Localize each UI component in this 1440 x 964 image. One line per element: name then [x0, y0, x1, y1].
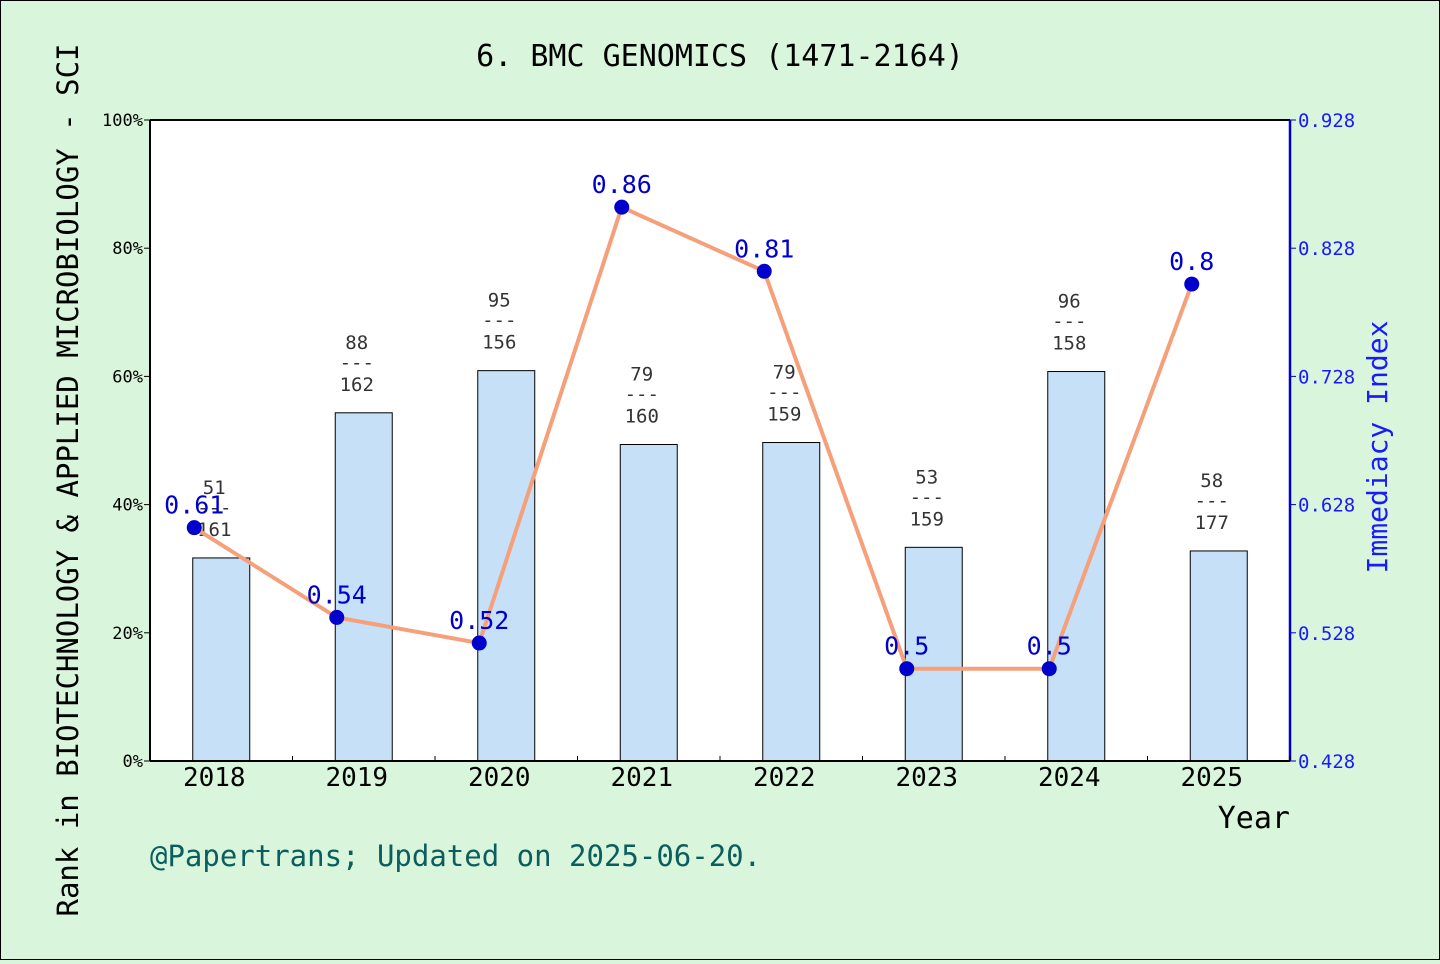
left-tick-label-80: 80% [112, 239, 143, 259]
line-layer: 0.61 0.54 0.52 0.86 0.81 0.5 0.5 0.8 [164, 170, 1214, 677]
right-tick-label-0.428: 0.428 [1298, 751, 1355, 773]
right-tick-label-0.528: 0.528 [1298, 623, 1355, 645]
x-axis-label: Year [1218, 801, 1290, 836]
bar-2023 [904, 546, 963, 762]
bar-separator-2025: --- [1195, 490, 1229, 512]
bar-total-label-2024: 158 [1052, 333, 1086, 355]
bar-rank-label-2022: 79 [773, 362, 796, 384]
bar-total-label-2020: 156 [482, 332, 516, 354]
bar-2024 [1047, 371, 1106, 762]
point-label-2019: 0.54 [307, 580, 367, 609]
right-tick-label-0.628: 0.628 [1298, 495, 1355, 517]
bar-separator-2018: --- [197, 497, 231, 519]
left-tick-label-40: 40% [112, 496, 143, 516]
bar-separator-2023: --- [910, 486, 944, 508]
bar-rank-label-2023: 53 [915, 466, 938, 488]
x-tick-label-2025: 2025 [1180, 763, 1243, 793]
x-tick-label-2021: 2021 [610, 763, 673, 793]
left-tick-label-20: 20% [112, 624, 143, 644]
bar-2025 [1189, 550, 1248, 762]
footer-note: @Papertrans; Updated on 2025-06-20. [150, 839, 761, 873]
left-tick-label-0: 0% [123, 752, 143, 772]
point-2020 [471, 635, 487, 651]
point-label-2021: 0.86 [592, 170, 652, 199]
point-2022 [756, 263, 772, 279]
left-tick-label-60: 60% [112, 367, 143, 387]
x-tick-label-2022: 2022 [753, 763, 816, 793]
immediacy-line [193, 205, 1194, 671]
bar-rank-label-2025: 58 [1200, 470, 1223, 492]
bar-2019 [334, 412, 393, 762]
point-2018 [186, 520, 202, 536]
bar-rank-label-2018: 51 [203, 477, 226, 499]
point-2021 [614, 199, 630, 215]
x-tick-label-2020: 2020 [468, 763, 531, 793]
bar-separator-2020: --- [482, 310, 516, 332]
plot-area [150, 120, 1290, 761]
x-tick-label-2019: 2019 [325, 763, 388, 793]
axes-layer: 0% 20% 40% 60% 80% 100% 0.428 0.528 0.628 0.728 0.… [102, 110, 1355, 793]
bar-total-label-2019: 162 [340, 374, 374, 396]
point-2019 [329, 609, 345, 625]
bar-2021 [619, 444, 678, 762]
bar-2022 [762, 442, 821, 762]
point-label-2023: 0.5 [884, 632, 929, 661]
right-tick-label-0.828: 0.828 [1298, 238, 1355, 260]
right-tick-label-0.928: 0.928 [1298, 110, 1355, 132]
right-axis-label: Immediacy Index [1361, 321, 1394, 574]
bar-total-label-2021: 160 [625, 406, 659, 428]
point-label-2022: 0.81 [734, 234, 794, 263]
point-label-2025: 0.8 [1169, 247, 1214, 276]
bar-rank-label-2021: 79 [630, 364, 653, 386]
chart-title: 6. BMC GENOMICS (1471-2164) [476, 39, 964, 74]
x-tick-label-2024: 2024 [1038, 763, 1101, 793]
point-label-2024: 0.5 [1027, 632, 1072, 661]
bar-total-label-2025: 177 [1195, 512, 1229, 534]
point-label-2018: 0.61 [164, 491, 224, 520]
right-tick-label-0.728: 0.728 [1298, 366, 1355, 388]
bar-rank-label-2024: 96 [1058, 291, 1081, 313]
bar-separator-2024: --- [1052, 311, 1086, 333]
bar-separator-2021: --- [625, 384, 659, 406]
bars-layer: 51---16188---16295---15679---16079---159… [192, 290, 1248, 762]
bar-total-label-2018: 161 [197, 519, 231, 541]
x-tick-label-2018: 2018 [183, 763, 246, 793]
point-2024 [1041, 661, 1057, 677]
point-2025 [1184, 276, 1200, 292]
bar-rank-label-2020: 95 [488, 290, 511, 312]
x-tick-label-2023: 2023 [895, 763, 958, 793]
point-2023 [899, 661, 915, 677]
bar-rank-label-2019: 88 [345, 332, 368, 354]
bar-total-label-2022: 159 [767, 404, 801, 426]
bar-separator-2019: --- [340, 352, 374, 374]
bar-separator-2022: --- [767, 382, 801, 404]
point-label-2020: 0.52 [449, 606, 509, 635]
left-axis-label: Rank in BIOTECHNOLOGY & APPLIED MICROBIO… [51, 44, 85, 917]
bar-2018 [192, 557, 251, 762]
bar-total-label-2023: 159 [910, 508, 944, 530]
left-tick-label-100: 100% [102, 111, 143, 131]
